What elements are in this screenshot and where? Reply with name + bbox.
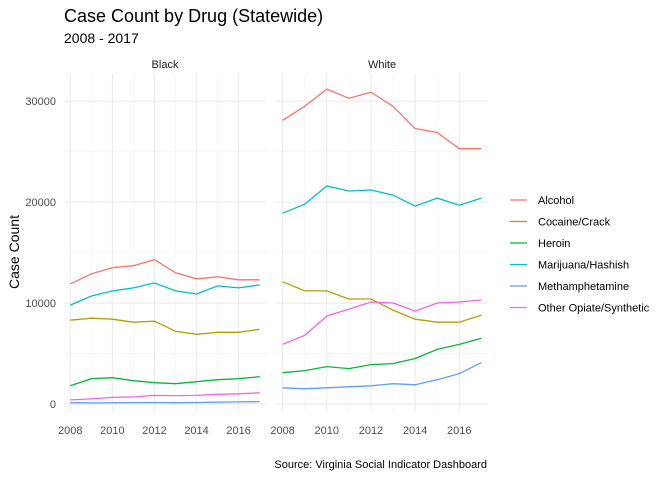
- chart-title: Case Count by Drug (Statewide): [64, 6, 324, 26]
- y-axis-title: Case Count: [6, 215, 22, 289]
- y-axis: 0 10000 20000 30000: [25, 96, 56, 411]
- legend-item: Cocaine/Crack: [510, 217, 611, 229]
- legend-item: Marijuana/Hashish: [510, 260, 629, 272]
- x-tick-label: 2014: [403, 425, 427, 437]
- legend-label: Heroin: [538, 238, 570, 250]
- x-tick-label: 2012: [359, 425, 383, 437]
- series-line-other-opiate-synthetic: [70, 392, 260, 401]
- series-line-alcohol: [282, 88, 482, 150]
- facet-panel-black: Black 2008 2010 2012 2014 2016: [58, 59, 266, 437]
- series-line-alcohol: [70, 258, 260, 285]
- x-tick-label: 2014: [184, 425, 208, 437]
- facet-strip-label: Black: [152, 59, 179, 71]
- legend-label: Alcohol: [538, 195, 574, 207]
- x-tick-label: 2016: [447, 425, 471, 437]
- x-tick-label: 2016: [226, 425, 250, 437]
- x-tick-label: 2010: [100, 425, 124, 437]
- legend-label: Marijuana/Hashish: [538, 260, 629, 272]
- legend-item: Alcohol: [510, 195, 574, 207]
- chart-subtitle: 2008 - 2017: [64, 30, 139, 46]
- series-line-marijuana-hashish: [282, 185, 482, 214]
- legend: Alcohol Cocaine/Crack Heroin Marijuana/Hash…: [510, 195, 650, 315]
- facet-panel-white: White 2008 2010 2012 2014 2016: [270, 59, 488, 437]
- series-line-heroin: [70, 376, 260, 387]
- x-tick-label: 2008: [270, 425, 294, 437]
- y-tick-label: 30000: [25, 96, 56, 108]
- legend-item: Other Opiate/Synthetic: [510, 303, 650, 315]
- x-tick-label: 2010: [315, 425, 339, 437]
- series-line-cocaine-crack: [282, 281, 482, 323]
- legend-item: Heroin: [510, 238, 570, 250]
- series-line-other-opiate-synthetic: [282, 299, 482, 346]
- facet-strip-label: White: [368, 59, 396, 71]
- legend-label: Other Opiate/Synthetic: [538, 303, 650, 315]
- series-line-cocaine-crack: [70, 317, 260, 335]
- legend-item: Methamphetamine: [510, 281, 629, 293]
- facet-panels: Black 2008 2010 2012 2014 2016 White 2008 2010 20…: [58, 59, 488, 437]
- series-line-methamphetamine: [70, 400, 260, 404]
- series-line-methamphetamine: [282, 362, 482, 390]
- legend-label: Cocaine/Crack: [538, 217, 611, 229]
- series-line-heroin: [282, 337, 482, 374]
- legend-label: Methamphetamine: [538, 281, 629, 293]
- y-tick-label: 10000: [25, 298, 56, 310]
- chart-caption: Source: Virginia Social Indicator Dashbo…: [274, 459, 487, 471]
- x-tick-label: 2008: [58, 425, 82, 437]
- series-line-marijuana-hashish: [70, 282, 260, 306]
- x-tick-label: 2012: [142, 425, 166, 437]
- y-tick-label: 0: [50, 399, 56, 411]
- y-tick-label: 20000: [25, 197, 56, 209]
